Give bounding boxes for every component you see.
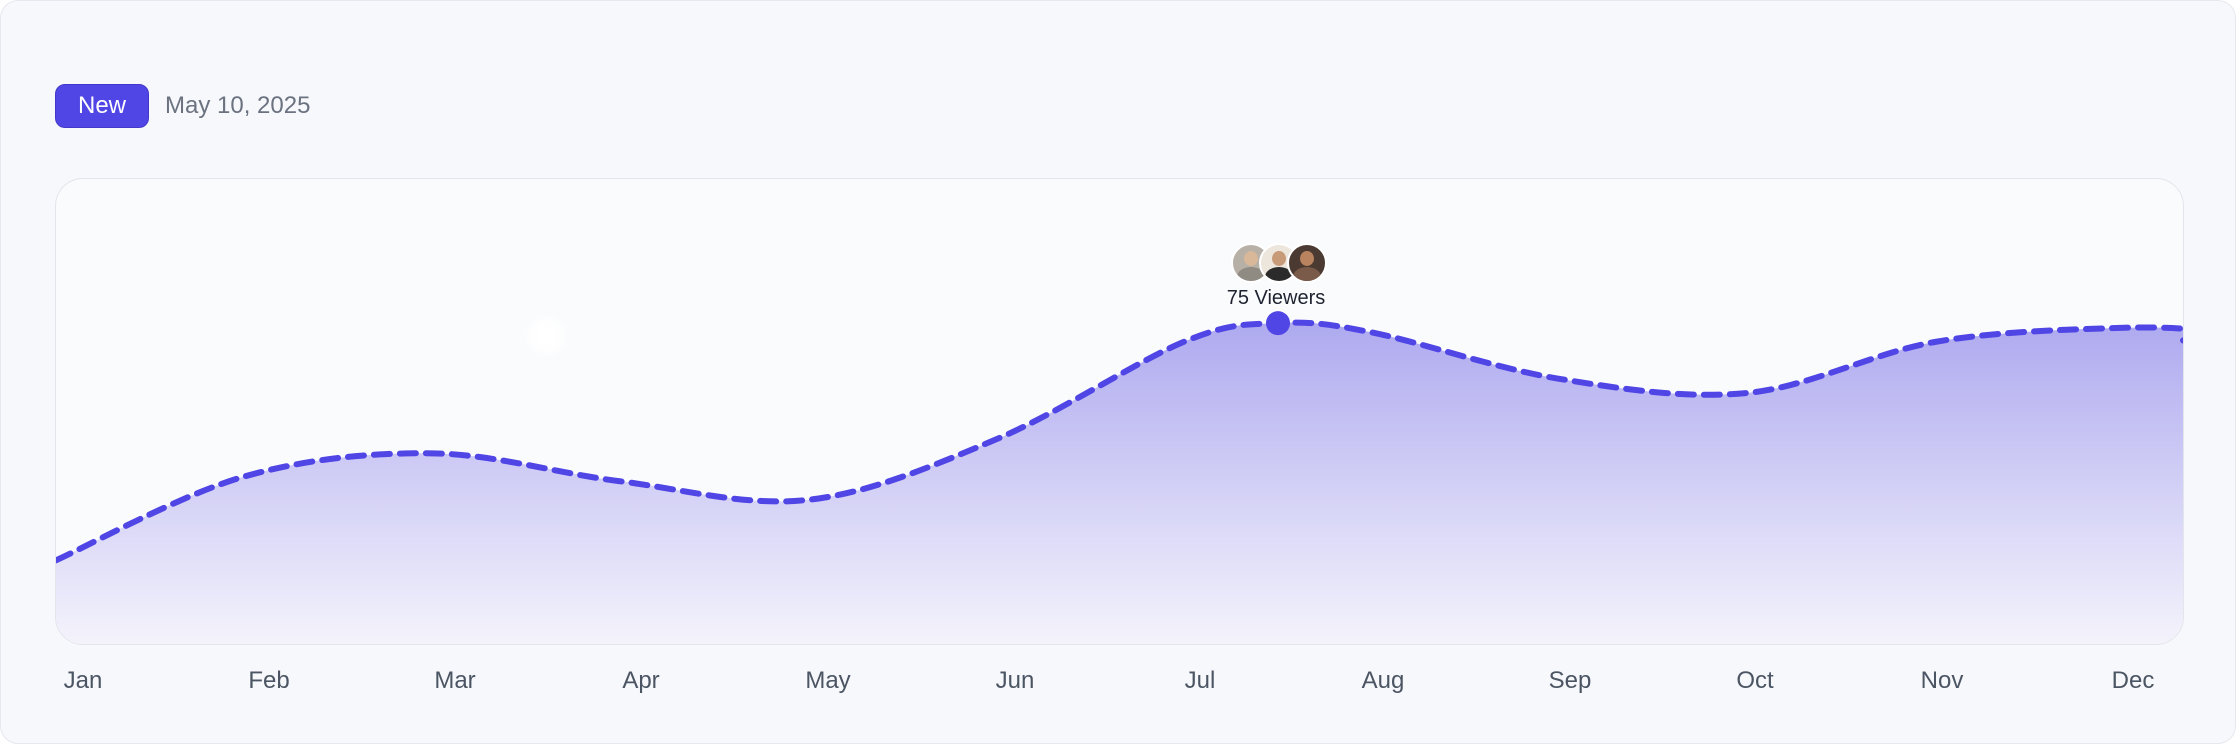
avatar-head [1300, 251, 1314, 266]
x-tick-label-apr: Apr [622, 667, 660, 694]
x-tick-label-nov: Nov [1920, 667, 1964, 694]
card-header: New May 10, 2025 [55, 83, 310, 129]
viewers-label: 75 Viewers [1226, 287, 1326, 309]
x-tick-label-jul: Jul [1184, 667, 1216, 694]
x-tick-label-mar: Mar [434, 667, 476, 694]
x-tick-label-aug: Aug [1361, 667, 1405, 694]
x-tick-label-oct: Oct [1736, 667, 1774, 694]
viewer-avatars[interactable] [1231, 243, 1327, 283]
avatar-shoulders [1293, 267, 1321, 281]
x-tick-label-feb: Feb [248, 667, 290, 694]
avatar-head [1244, 251, 1258, 266]
new-badge: New [55, 84, 150, 128]
x-tick-label-sep: Sep [1548, 667, 1592, 694]
x-tick-label-jan: Jan [63, 667, 103, 694]
series-line [56, 319, 2183, 564]
x-tick-label-jun: Jun [995, 667, 1035, 694]
hover-glow [524, 314, 568, 358]
x-tick-label-dec: Dec [2111, 667, 2155, 694]
avatar-shoulders [1237, 267, 1265, 281]
area-fill [56, 322, 2183, 644]
viewer-avatar-3[interactable] [1287, 243, 1327, 283]
avatar-shoulders [1265, 267, 1293, 281]
area-chart [56, 311, 2183, 644]
date-label: May 10, 2025 [165, 92, 311, 119]
chart-plot-area [55, 178, 2184, 645]
highlight-point[interactable] [1266, 311, 1290, 336]
avatar-head [1272, 251, 1286, 266]
x-tick-label-may: May [805, 667, 851, 694]
